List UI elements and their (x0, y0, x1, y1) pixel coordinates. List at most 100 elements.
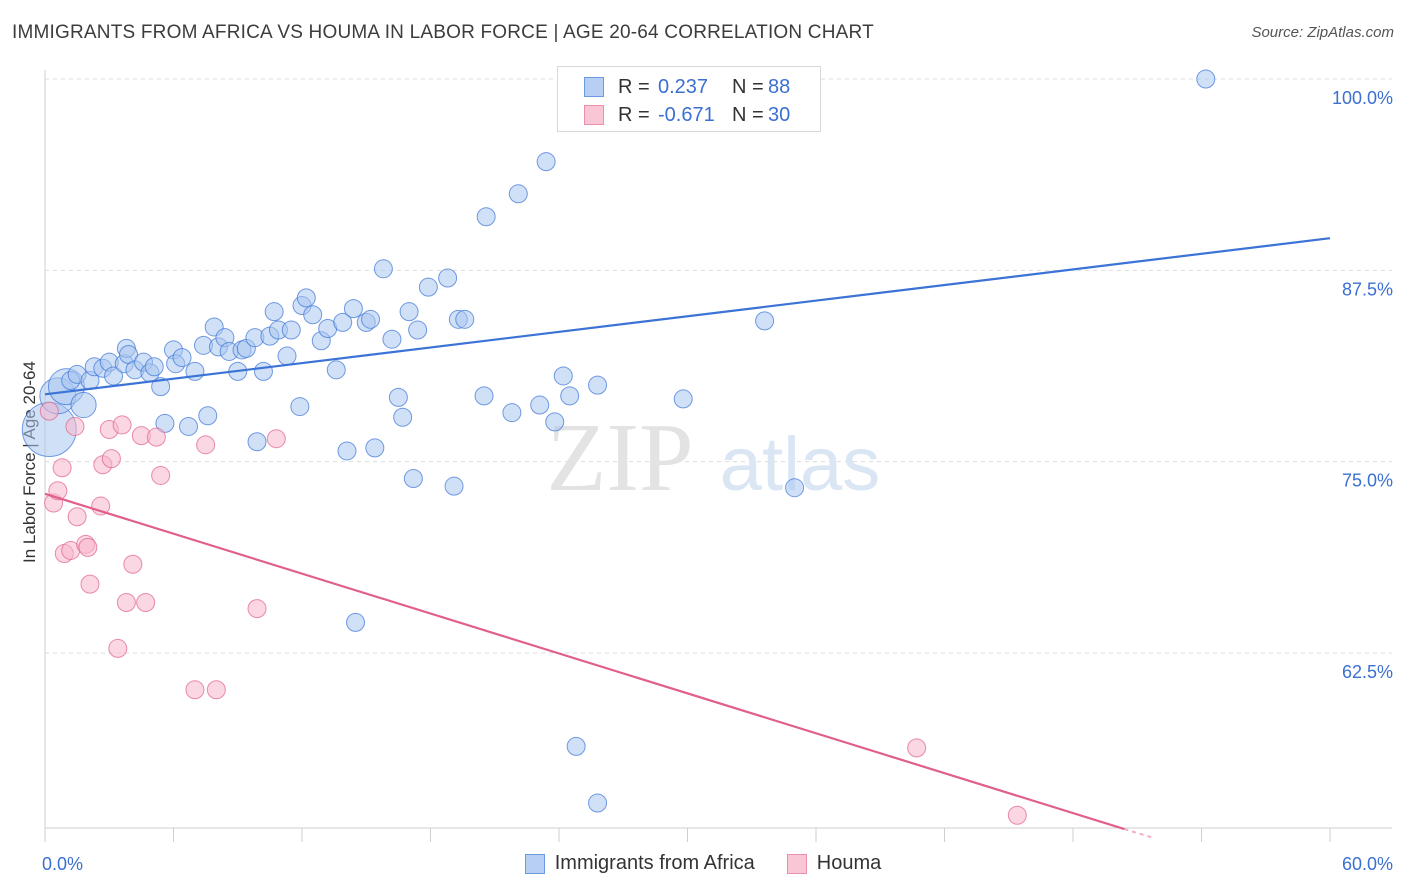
tick-labels: 62.5% 75.0% 87.5% 100.0% 0.0% 60.0% (42, 88, 1393, 874)
houma-point (185, 680, 205, 700)
africa-point (365, 438, 385, 458)
africa-point (326, 360, 346, 380)
africa-point (382, 329, 402, 349)
legend-n-label: N = (732, 103, 764, 126)
africa-point (474, 386, 494, 406)
legend-r-label: R = (618, 103, 650, 126)
africa-point (388, 387, 408, 407)
y-tick-label: 100.0% (1332, 88, 1393, 108)
houma-point (146, 427, 166, 447)
series-swatch-africa (524, 853, 545, 874)
watermark: ZIP atlas (547, 404, 881, 512)
axes (44, 70, 1392, 842)
legend-swatch-houma (584, 105, 604, 125)
africa-point (343, 299, 363, 319)
africa-point (1196, 69, 1216, 89)
africa-point (536, 152, 556, 172)
africa-point (144, 357, 164, 377)
africa-point (172, 348, 192, 368)
houma-point (67, 507, 87, 527)
houma-trend-line (44, 492, 1125, 831)
houma-point (52, 458, 72, 478)
africa-point (438, 268, 458, 288)
houma-point (39, 401, 59, 421)
source-label: Source: ZipAtlas.com (1251, 24, 1394, 41)
houma-point (112, 415, 132, 435)
legend-row-houma: R = -0.671 N = 30 (558, 100, 790, 130)
x-tick-label: 60.0% (1342, 854, 1393, 874)
africa-point (530, 395, 550, 415)
africa-point (502, 403, 522, 423)
africa-point (673, 389, 693, 409)
houma-point (907, 738, 927, 758)
series-swatch-houma (786, 853, 807, 874)
watermark-zip: ZIP (547, 404, 694, 512)
legend-n-value: 30 (768, 103, 791, 126)
houma-point (116, 592, 136, 612)
houma-point (136, 592, 156, 612)
houma-point (48, 481, 68, 501)
africa-point (408, 320, 428, 340)
houma-point (266, 429, 286, 449)
africa-point (566, 736, 586, 756)
trend-lines (44, 237, 1331, 840)
series-legend-houma[interactable]: Houma (786, 852, 882, 875)
y-tick-label: 87.5% (1342, 279, 1393, 299)
grid-lines (45, 78, 1392, 654)
africa-point (755, 311, 775, 331)
legend-row-africa: R = 0.237 N = 88 (558, 72, 790, 102)
houma-point (1007, 805, 1027, 825)
africa-point (553, 366, 573, 386)
africa-point (198, 406, 218, 426)
houma-point (196, 435, 216, 455)
houma-point (151, 465, 171, 485)
africa-point (399, 302, 419, 322)
africa-point (588, 793, 608, 813)
africa-trend-line (44, 237, 1331, 396)
africa-point (455, 309, 475, 329)
africa-point (155, 413, 175, 433)
africa-point (281, 320, 301, 340)
africa-point (178, 416, 198, 436)
chart-title: IMMIGRANTS FROM AFRICA VS HOUMA IN LABOR… (12, 22, 874, 43)
houma-point (123, 554, 143, 574)
africa-point (277, 346, 297, 366)
africa-point (545, 412, 565, 432)
africa-point (588, 375, 608, 395)
houma-point (78, 537, 98, 557)
houma-point (101, 449, 121, 469)
africa-point (290, 397, 310, 417)
y-tick-label: 75.0% (1342, 471, 1393, 491)
africa-point (333, 312, 353, 332)
houma-point (65, 416, 85, 436)
data-points (21, 69, 1216, 825)
africa-point (264, 302, 284, 322)
houma-point (206, 680, 226, 700)
africa-point (373, 259, 393, 279)
africa-point (418, 277, 438, 297)
africa-point (247, 432, 267, 452)
africa-point (785, 478, 805, 498)
africa-point (296, 288, 316, 308)
houma-point (108, 638, 128, 658)
series-legend: Immigrants from Africa Houma (0, 852, 1406, 875)
series-legend-africa[interactable]: Immigrants from Africa (524, 852, 755, 875)
africa-point (337, 441, 357, 461)
legend-r-value: 0.237 (658, 75, 709, 98)
africa-point (70, 391, 97, 419)
africa-point (303, 305, 323, 325)
africa-point (476, 207, 496, 227)
africa-point (508, 184, 528, 204)
africa-point (560, 386, 580, 406)
series-label-africa: Immigrants from Africa (554, 852, 755, 874)
africa-point (444, 476, 464, 496)
legend-r-value: -0.671 (658, 103, 715, 126)
series-label-houma: Houma (816, 852, 882, 874)
houma-trend-extension (1124, 828, 1155, 840)
legend-n-label: N = (732, 75, 764, 98)
africa-point (393, 407, 413, 427)
y-tick-label: 62.5% (1342, 662, 1393, 682)
africa-point (403, 469, 423, 489)
africa-point (361, 309, 381, 329)
